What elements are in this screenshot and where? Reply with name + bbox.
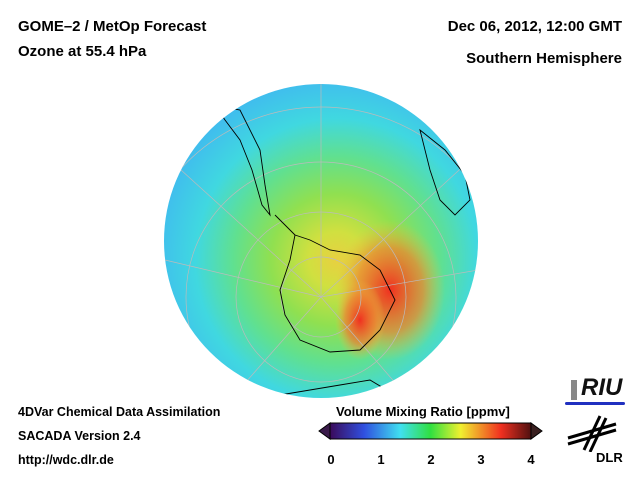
colorbar-title: Volume Mixing Ratio [ppmv] — [336, 404, 510, 419]
footer-method: 4DVar Chemical Data Assimilation — [18, 405, 221, 419]
footer-url[interactable]: http://wdc.dlr.de — [18, 453, 114, 467]
product-title: GOME–2 / MetOp Forecast — [18, 18, 207, 35]
colorbar-min-extend — [318, 422, 331, 440]
colorbar-tick: 0 — [327, 452, 335, 467]
colorbar — [318, 422, 543, 440]
dlr-logo-text: DLR — [596, 450, 623, 465]
colorbar-tick: 3 — [477, 452, 485, 467]
dlr-logo-icon — [567, 415, 617, 452]
riu-logo-text: RIU — [581, 374, 623, 401]
colorbar-tick: 4 — [527, 452, 535, 467]
colorbar-gradient — [329, 422, 532, 440]
forecast-datetime: Dec 06, 2012, 12:00 GMT — [447, 18, 622, 35]
colorbar-max-extend — [530, 422, 543, 440]
graticule — [164, 84, 478, 398]
product-subtitle: Ozone at 55.4 hPa — [18, 43, 147, 60]
footer-version: SACADA Version 2.4 — [18, 429, 141, 443]
colorbar-tick: 1 — [377, 452, 385, 467]
hemisphere-label: Southern Hemisphere — [466, 50, 622, 67]
colorbar-tick: 2 — [427, 452, 435, 467]
riu-logo: RIU — [565, 372, 625, 408]
